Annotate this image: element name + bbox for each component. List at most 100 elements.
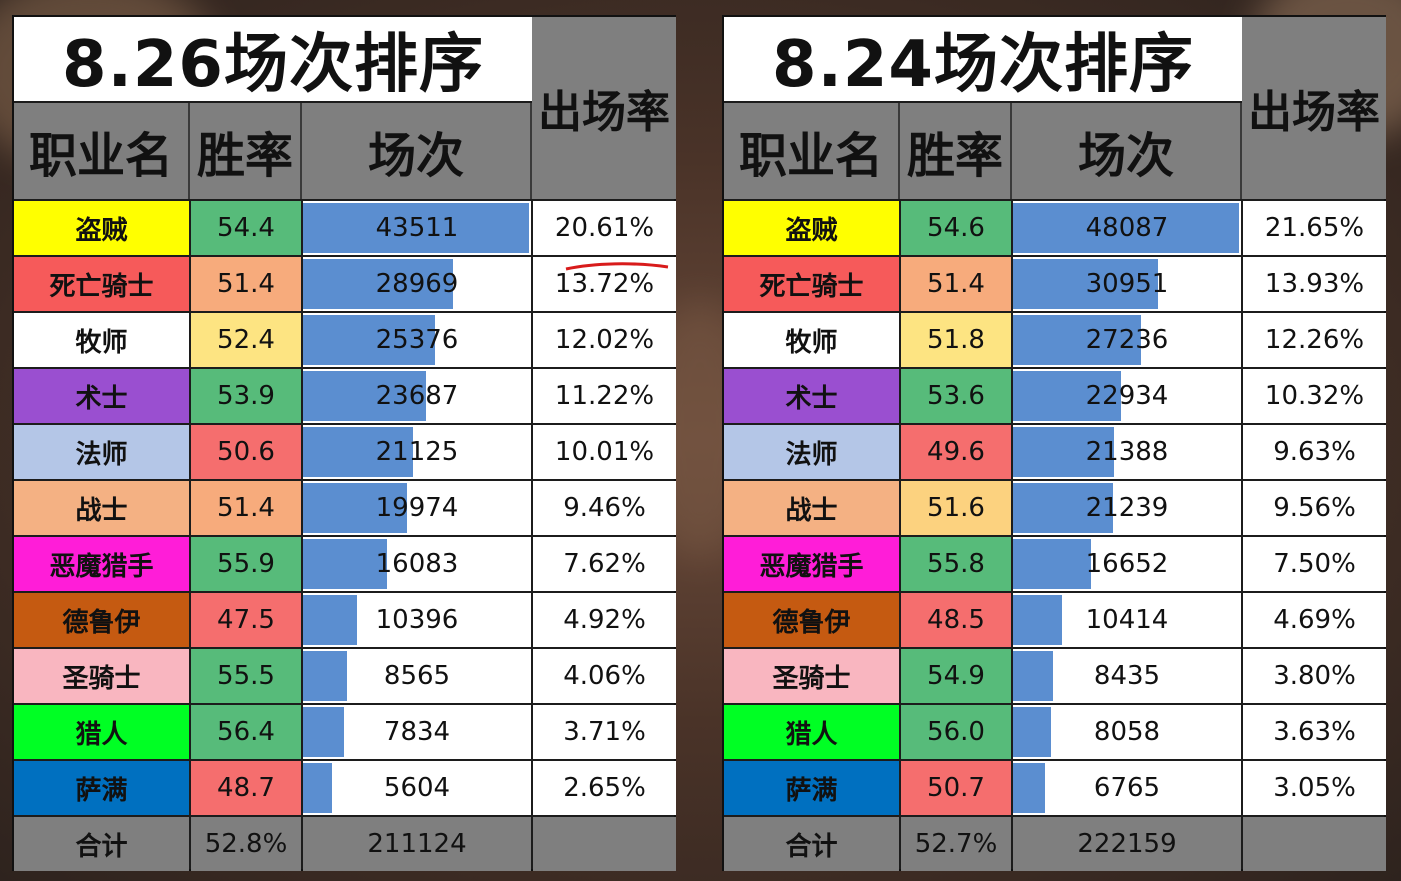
share-cell: 3.05% [1243, 761, 1386, 815]
header-name: 职业名 [14, 103, 190, 199]
win-rate-cell: 54.9 [901, 649, 1011, 703]
share-cell: 3.71% [533, 705, 676, 759]
games-bar [1013, 483, 1113, 533]
games-value: 10414 [1085, 605, 1169, 635]
share-cell: 10.32% [1243, 369, 1386, 423]
games-value: 7834 [383, 717, 451, 747]
games-value: 23687 [375, 381, 459, 411]
table-row: 萨满 50.7 6765 3.05% [724, 761, 1386, 815]
table-row: 猎人 56.0 8058 3.63% [724, 705, 1386, 759]
total-label: 合计 [724, 817, 899, 871]
table-row: 恶魔猎手 55.9 16083 7.62% [14, 537, 676, 591]
games-bar [303, 371, 426, 421]
table-row: 盗贼 54.6 48087 21.65% [724, 201, 1386, 255]
games-bar [303, 595, 357, 645]
win-rate-cell: 53.6 [901, 369, 1011, 423]
games-bar [1013, 203, 1239, 253]
games-cell: 21388 [1013, 425, 1241, 479]
games-bar [303, 427, 413, 477]
games-cell: 8435 [1013, 649, 1241, 703]
win-rate-cell: 51.4 [191, 481, 301, 535]
table-row: 圣骑士 55.5 8565 4.06% [14, 649, 676, 703]
games-cell: 10414 [1013, 593, 1241, 647]
win-rate-cell: 55.5 [191, 649, 301, 703]
games-bar [1013, 427, 1114, 477]
games-bar [1013, 763, 1045, 813]
games-value: 5604 [383, 773, 451, 803]
games-value: 30951 [1085, 269, 1169, 299]
games-value: 27236 [1085, 325, 1169, 355]
class-name-cell: 法师 [14, 425, 189, 479]
table-panel-left: 8.26场次排序 出场率 职业名 胜率 场次 盗贼 54.4 43511 20.61%… [12, 15, 676, 871]
win-rate-cell: 50.7 [901, 761, 1011, 815]
games-value: 19974 [375, 493, 459, 523]
win-rate-cell: 56.4 [191, 705, 301, 759]
class-name-cell: 圣骑士 [724, 649, 899, 703]
class-name-cell: 术士 [724, 369, 899, 423]
header-games: 场次 [1012, 103, 1242, 199]
games-cell: 23687 [303, 369, 531, 423]
class-name-cell: 死亡骑士 [724, 257, 899, 311]
table-row: 战士 51.4 19974 9.46% [14, 481, 676, 535]
games-cell: 8565 [303, 649, 531, 703]
games-bar [303, 651, 347, 701]
games-cell: 19974 [303, 481, 531, 535]
games-bar [303, 315, 435, 365]
games-value: 10396 [375, 605, 459, 635]
header-rate: 胜率 [190, 103, 302, 199]
class-name-cell: 盗贼 [14, 201, 189, 255]
total-games: 211124 [303, 817, 531, 871]
class-name-cell: 猎人 [724, 705, 899, 759]
header-games: 场次 [302, 103, 532, 199]
header-rate: 胜率 [900, 103, 1012, 199]
table-row: 圣骑士 54.9 8435 3.80% [724, 649, 1386, 703]
share-cell: 4.06% [533, 649, 676, 703]
red-underline-annotation [565, 262, 669, 271]
share-cell: 3.80% [1243, 649, 1386, 703]
class-name-cell: 牧师 [724, 313, 899, 367]
win-rate-cell: 47.5 [191, 593, 301, 647]
games-value: 21388 [1085, 437, 1169, 467]
class-name-cell: 猎人 [14, 705, 189, 759]
games-cell: 27236 [1013, 313, 1241, 367]
total-games: 222159 [1013, 817, 1241, 871]
class-name-cell: 战士 [724, 481, 899, 535]
share-cell: 20.61% [533, 201, 676, 255]
header-share: 出场率 [1242, 17, 1386, 199]
games-bar [1013, 315, 1141, 365]
class-name-cell: 恶魔猎手 [724, 537, 899, 591]
total-share [1243, 817, 1386, 871]
table-row: 牧师 51.8 27236 12.26% [724, 313, 1386, 367]
class-name-cell: 圣骑士 [14, 649, 189, 703]
class-name-cell: 恶魔猎手 [14, 537, 189, 591]
total-row: 合计 52.8% 211124 [14, 817, 676, 871]
share-cell: 9.46% [533, 481, 676, 535]
games-value: 25376 [375, 325, 459, 355]
games-bar [1013, 651, 1053, 701]
table-row: 死亡骑士 51.4 30951 13.93% [724, 257, 1386, 311]
class-name-cell: 牧师 [14, 313, 189, 367]
header-share: 出场率 [532, 17, 676, 199]
win-rate-cell: 55.9 [191, 537, 301, 591]
games-cell: 28969 [303, 257, 531, 311]
games-bar [303, 203, 529, 253]
table-row: 萨满 48.7 5604 2.65% [14, 761, 676, 815]
table-row: 德鲁伊 47.5 10396 4.92% [14, 593, 676, 647]
table-row: 法师 50.6 21125 10.01% [14, 425, 676, 479]
win-rate-cell: 51.4 [191, 257, 301, 311]
games-bar [1013, 595, 1062, 645]
table-title: 8.26场次排序 [14, 17, 532, 102]
games-cell: 8058 [1013, 705, 1241, 759]
table-row: 术士 53.9 23687 11.22% [14, 369, 676, 423]
games-value: 8058 [1093, 717, 1161, 747]
share-cell: 2.65% [533, 761, 676, 815]
share-cell: 3.63% [1243, 705, 1386, 759]
share-cell: 12.26% [1243, 313, 1386, 367]
games-cell: 16652 [1013, 537, 1241, 591]
table-row: 战士 51.6 21239 9.56% [724, 481, 1386, 535]
share-cell: 9.63% [1243, 425, 1386, 479]
win-rate-cell: 51.8 [901, 313, 1011, 367]
class-name-cell: 德鲁伊 [14, 593, 189, 647]
games-value: 8565 [383, 661, 451, 691]
games-cell: 16083 [303, 537, 531, 591]
